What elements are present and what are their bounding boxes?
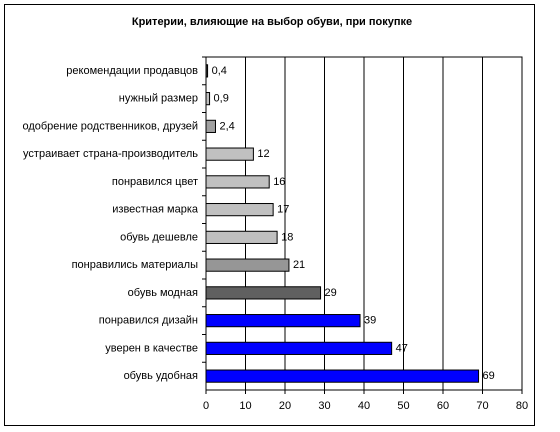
value-label: 17 [277, 204, 289, 216]
bar [205, 64, 209, 78]
y-tick-label: понравился цвет [112, 176, 198, 188]
y-tick-label: устраивает страна-производитель [23, 148, 198, 160]
x-tick-label: 0 [203, 400, 209, 412]
y-tick-label: известная марка [112, 204, 199, 216]
x-tick-label: 40 [358, 400, 370, 412]
value-label: 47 [396, 342, 408, 354]
value-label: 0,4 [212, 65, 227, 77]
value-label: 12 [257, 148, 269, 160]
y-tick-label: обувь дешевле [120, 231, 198, 243]
x-tick-label: 80 [516, 400, 528, 412]
bar [205, 258, 290, 272]
x-tick-label: 70 [476, 400, 488, 412]
bar [205, 369, 480, 383]
x-tick-label: 20 [279, 400, 291, 412]
value-label: 2,4 [219, 120, 234, 132]
value-label: 29 [325, 287, 337, 299]
y-tick-label: понравился дизайн [99, 315, 198, 327]
x-tick-label: 30 [318, 400, 330, 412]
x-tick-label: 10 [239, 400, 251, 412]
y-tick-label: рекомендации продавцов [66, 65, 198, 77]
value-label: 69 [483, 370, 495, 382]
bar [205, 341, 393, 355]
value-label: 18 [281, 231, 293, 243]
y-tick-label: одобрение родственников, друзей [22, 120, 198, 132]
y-tick-label: обувь удобная [124, 370, 198, 382]
y-tick-label: обувь модная [128, 287, 198, 299]
x-tick-label: 60 [437, 400, 449, 412]
value-label: 0,9 [214, 93, 229, 105]
bar [205, 286, 322, 300]
y-tick-label: понравились материалы [72, 259, 198, 271]
value-label: 39 [364, 315, 376, 327]
bar [205, 119, 216, 133]
x-tick-label: 50 [397, 400, 409, 412]
bar [205, 230, 278, 244]
value-label: 21 [293, 259, 305, 271]
bar [205, 175, 270, 189]
bar [205, 314, 361, 328]
y-tick-label: нужный размер [119, 93, 198, 105]
value-label: 16 [273, 176, 285, 188]
y-tick-label: уверен в качестве [105, 342, 198, 354]
chart-title: Критерии, влияющие на выбор обуви, при п… [132, 16, 412, 28]
bar [205, 147, 254, 161]
bar [205, 92, 211, 106]
bar [205, 203, 274, 217]
